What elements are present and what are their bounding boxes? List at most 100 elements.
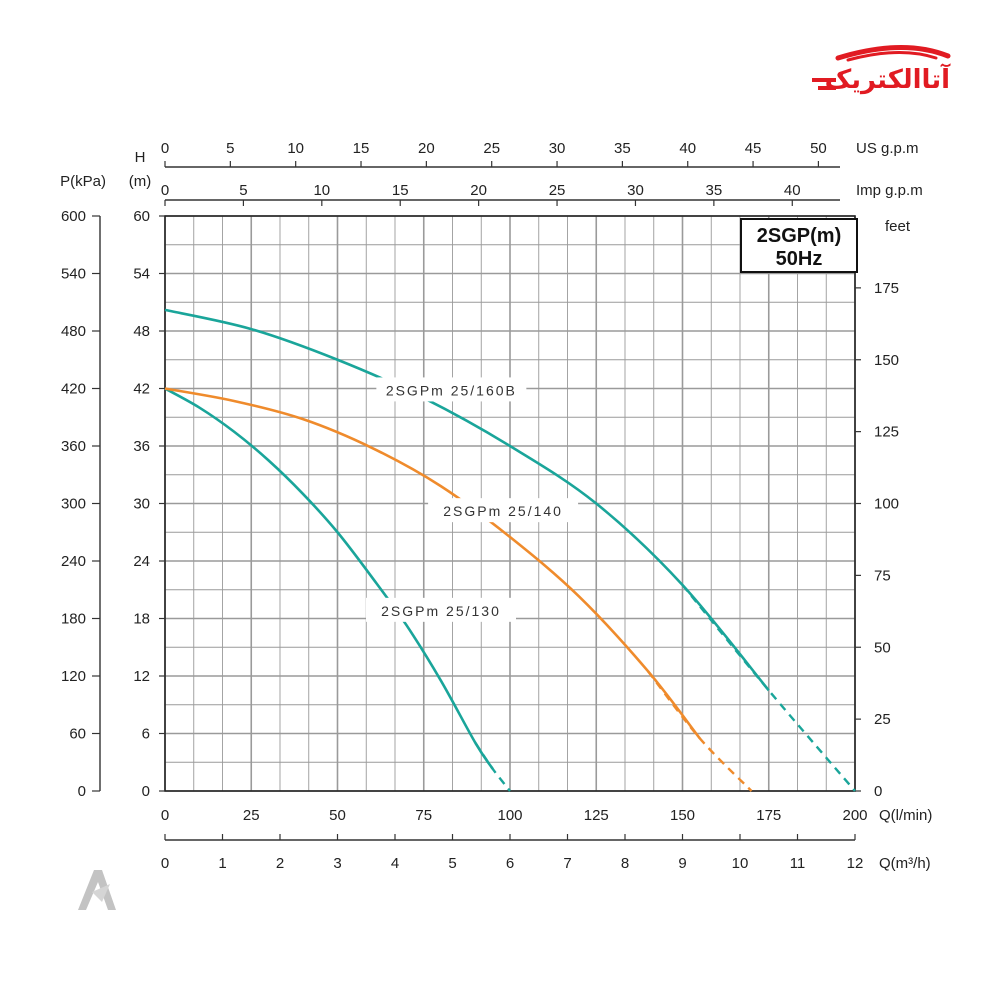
pressure-tick-label: 60 (69, 726, 86, 743)
flow-m3h-tick-label: 9 (678, 855, 686, 872)
flow-lmin-tick-label: 0 (161, 807, 169, 824)
feet-tick-label: 175 (874, 280, 899, 297)
chart-series-labels: 2SGPm 25/130 2SGPm 25/140 2SGPm 25/160B (366, 377, 579, 622)
pressure-tick-label: 480 (61, 323, 86, 340)
us-gpm-tick-label: 15 (353, 140, 370, 157)
flow-lmin-tick-label: 50 (329, 807, 346, 824)
pressure-tick-label: 300 (61, 496, 86, 513)
us-gpm-tick-label: 10 (287, 140, 304, 157)
flow-m3h-tick-label: 7 (563, 855, 571, 872)
imp-gpm-tick-label: 5 (239, 182, 247, 199)
flow-m3h-tick-label: 11 (790, 855, 806, 872)
chart-grid (164, 215, 856, 792)
series-curve-2 (164, 387, 701, 740)
us-gpm-axis-label: US g.p.m (856, 140, 919, 157)
imp-gpm-tick-label: 0 (161, 182, 169, 199)
flow-lmin-tick-label: 25 (243, 807, 260, 824)
flow-m3h-tick-label: 5 (448, 855, 456, 872)
model-frequency: 50Hz (776, 248, 823, 270)
imp-gpm-axis-label: Imp g.p.m (856, 182, 923, 199)
us-gpm-tick-label: 25 (483, 140, 500, 157)
chart-curves (164, 308, 856, 792)
pressure-tick-label: 540 (61, 266, 86, 283)
us-gpm-tick-label: 50 (810, 140, 827, 157)
pressure-tick-label: 600 (61, 208, 86, 225)
series-label-bg (428, 498, 579, 523)
us-gpm-tick-label: 5 (226, 140, 234, 157)
feet-axis-label: feet (885, 218, 911, 235)
flow-m3h-tick-label: 6 (506, 855, 514, 872)
flow-lmin-tick-label: 175 (756, 807, 781, 824)
head-tick-label: 36 (133, 438, 150, 455)
feet-tick-label: 75 (874, 567, 891, 584)
pressure-tick-label: 180 (61, 611, 86, 628)
series-curve-3 (164, 308, 770, 692)
feet-tick-label: 125 (874, 424, 899, 441)
flow-lmin-axis-label: Q(l/min) (879, 807, 932, 824)
model-box: 2SGP(m) 50Hz (740, 218, 858, 273)
series-label-2: 2SGPm 25/140 (443, 503, 563, 519)
head-tick-label: 42 (133, 381, 150, 398)
series-curve-extrapolated-2 (647, 670, 753, 792)
flow-m3h-tick-label: 8 (621, 855, 629, 872)
head-tick-label: 24 (133, 553, 150, 570)
head-tick-label: 12 (133, 668, 150, 685)
us-gpm-tick-label: 45 (745, 140, 762, 157)
imp-gpm-tick-label: 40 (784, 182, 801, 199)
head-axis-unit: (m) (129, 173, 152, 190)
imp-gpm-tick-label: 10 (313, 182, 330, 199)
head-tick-label: 0 (142, 783, 150, 800)
flow-m3h-tick-label: 0 (161, 855, 169, 872)
imp-gpm-tick-label: 35 (706, 182, 723, 199)
series-curve-extrapolated-1 (474, 742, 511, 792)
pressure-tick-label: 420 (61, 381, 86, 398)
us-gpm-tick-label: 0 (161, 140, 169, 157)
head-tick-label: 30 (133, 496, 150, 513)
imp-gpm-tick-label: 25 (549, 182, 566, 199)
head-tick-label: 54 (133, 266, 150, 283)
series-label-1: 2SGPm 25/130 (381, 603, 501, 619)
watermark-logo (72, 862, 122, 918)
flow-m3h-tick-label: 4 (391, 855, 399, 872)
brand-logo-text: آتاالکتریک (825, 63, 951, 95)
feet-tick-label: 150 (874, 352, 899, 369)
flow-m3h-axis-label: Q(m³/h) (879, 855, 931, 872)
imp-gpm-tick-label: 20 (470, 182, 487, 199)
brand-logo: آتاالکتریک (808, 40, 954, 96)
flow-m3h-tick-label: 10 (732, 855, 749, 872)
chart-ticks: 0612182430364248546006012018024030036042… (61, 140, 899, 872)
feet-tick-label: 0 (874, 783, 882, 800)
series-label-bg (376, 377, 527, 402)
pressure-tick-label: 360 (61, 438, 86, 455)
head-axis-label: H (135, 149, 146, 166)
flow-m3h-tick-label: 1 (218, 855, 226, 872)
pressure-tick-label: 120 (61, 668, 86, 685)
head-tick-label: 60 (133, 208, 150, 225)
model-name: 2SGP(m) (757, 225, 841, 247)
flow-m3h-tick-label: 12 (847, 855, 864, 872)
us-gpm-tick-label: 30 (549, 140, 566, 157)
series-curve-extrapolated-3 (681, 584, 856, 792)
head-tick-label: 6 (142, 726, 150, 743)
brand-logo-graphic: آتاالکتریک (812, 44, 951, 95)
flow-lmin-tick-label: 150 (670, 807, 695, 824)
flow-lmin-tick-label: 100 (497, 807, 522, 824)
us-gpm-tick-label: 20 (418, 140, 435, 157)
flow-m3h-tick-label: 3 (333, 855, 341, 872)
head-tick-label: 48 (133, 323, 150, 340)
series-label-bg (366, 597, 516, 622)
flow-lmin-tick-label: 125 (584, 807, 609, 824)
us-gpm-tick-label: 40 (679, 140, 696, 157)
imp-gpm-tick-label: 15 (392, 182, 409, 199)
series-curve-1 (164, 387, 494, 770)
feet-tick-label: 100 (874, 496, 899, 513)
us-gpm-tick-label: 35 (614, 140, 631, 157)
flow-lmin-tick-label: 200 (842, 807, 867, 824)
feet-tick-label: 25 (874, 711, 891, 728)
imp-gpm-tick-label: 30 (627, 182, 644, 199)
pressure-tick-label: 0 (78, 783, 86, 800)
head-tick-label: 18 (133, 611, 150, 628)
pressure-axis-label: P(kPa) (60, 173, 106, 190)
flow-lmin-tick-label: 75 (415, 807, 432, 824)
